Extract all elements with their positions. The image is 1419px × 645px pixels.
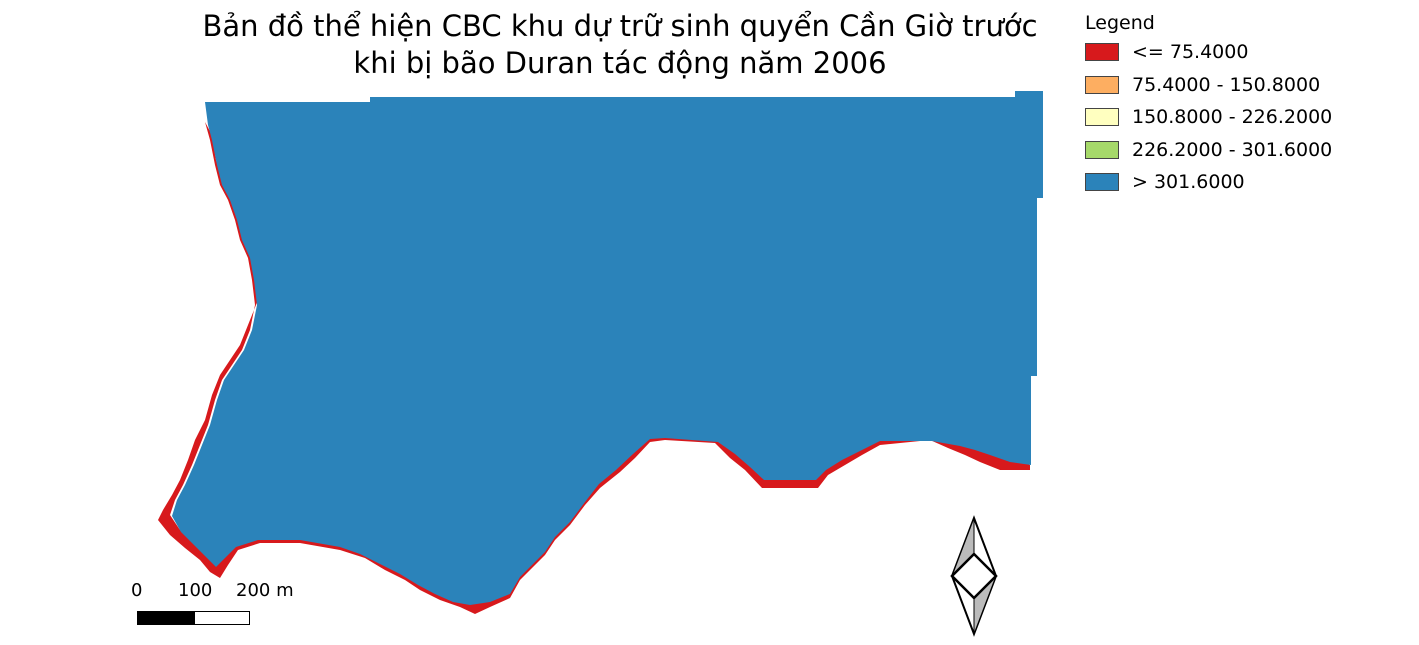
legend-swatch (1085, 108, 1119, 127)
legend-title: Legend (1085, 12, 1155, 34)
high-class-area (172, 91, 1043, 605)
map-title: Bản đồ thể hiện CBC khu dự trữ sinh quyể… (170, 8, 1070, 82)
legend-item: <= 75.4000 (1085, 36, 1332, 69)
legend-item: 75.4000 - 150.8000 (1085, 69, 1332, 102)
legend-label: 75.4000 - 150.8000 (1132, 73, 1321, 96)
scale-bar (137, 611, 250, 625)
legend-label: 226.2000 - 301.6000 (1132, 138, 1333, 161)
legend-swatch (1085, 140, 1119, 159)
legend-swatch (1085, 43, 1119, 62)
legend-item: 226.2000 - 301.6000 (1085, 134, 1332, 167)
legend: Legend <= 75.4000 75.4000 - 150.8000 150… (1085, 10, 1332, 199)
legend-swatch (1085, 173, 1119, 192)
scale-label-100: 100 (178, 580, 213, 601)
map-title-line-1: Bản đồ thể hiện CBC khu dự trữ sinh quyể… (202, 9, 1038, 43)
scale-label-200: 200 m (236, 580, 294, 601)
legend-item: 150.8000 - 226.2000 (1085, 101, 1332, 134)
legend-label: 150.8000 - 226.2000 (1132, 106, 1333, 129)
legend-label: > 301.6000 (1132, 171, 1245, 194)
north-arrow-icon (950, 515, 998, 637)
map-title-line-2: khi bị bão Duran tác động năm 2006 (353, 46, 887, 80)
scale-label-0: 0 (131, 580, 143, 601)
legend-label: <= 75.4000 (1132, 41, 1249, 64)
legend-item: > 301.6000 (1085, 166, 1332, 199)
legend-swatch (1085, 75, 1119, 94)
